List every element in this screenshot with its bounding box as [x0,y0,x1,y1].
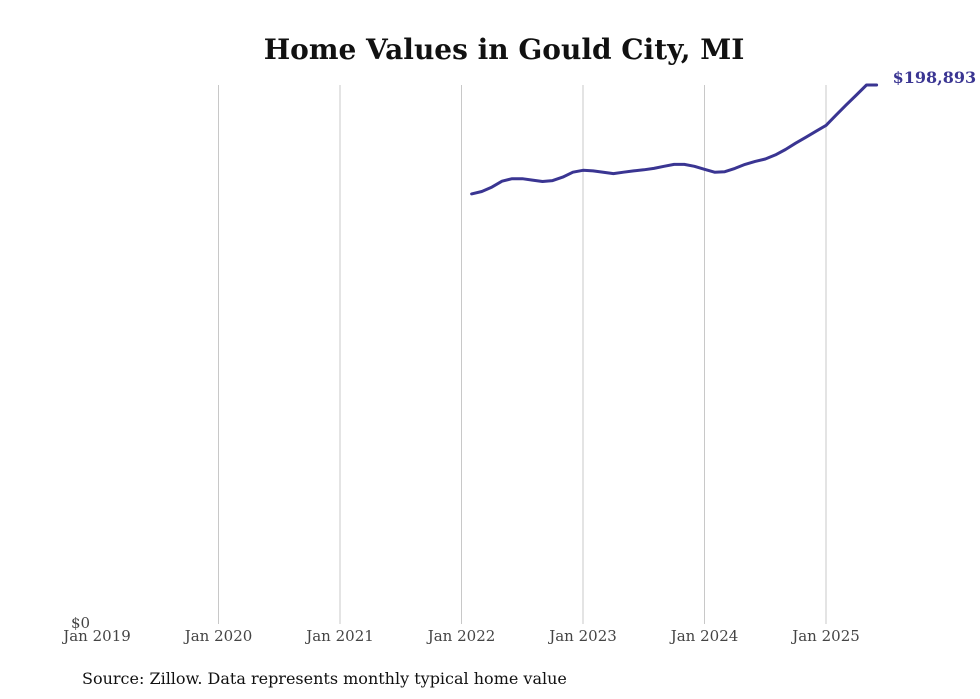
series-line [470,83,879,196]
y-tick-label-zero: $0 [71,614,90,632]
chart-title: Home Values in Gould City, MI [264,33,745,66]
x-tick-label: Jan 2025 [790,627,860,645]
x-tick-label: Jan 2023 [547,627,617,645]
x-tick-label: Jan 2021 [304,627,374,645]
x-tick-label: Jan 2019 [61,627,131,645]
x-tick-label: Jan 2022 [426,627,496,645]
end-value-label: $198,893 [893,68,977,87]
source-note: Source: Zillow. Data represents monthly … [82,669,567,688]
x-axis-ticks: Jan 2019 Jan 2020 Jan 2021 Jan 2022 Jan 2023… [61,627,860,645]
x-tick-label: Jan 2020 [183,627,253,645]
series-layer [470,83,879,196]
x-tick-label: Jan 2024 [669,627,739,645]
gridlines [218,85,827,624]
